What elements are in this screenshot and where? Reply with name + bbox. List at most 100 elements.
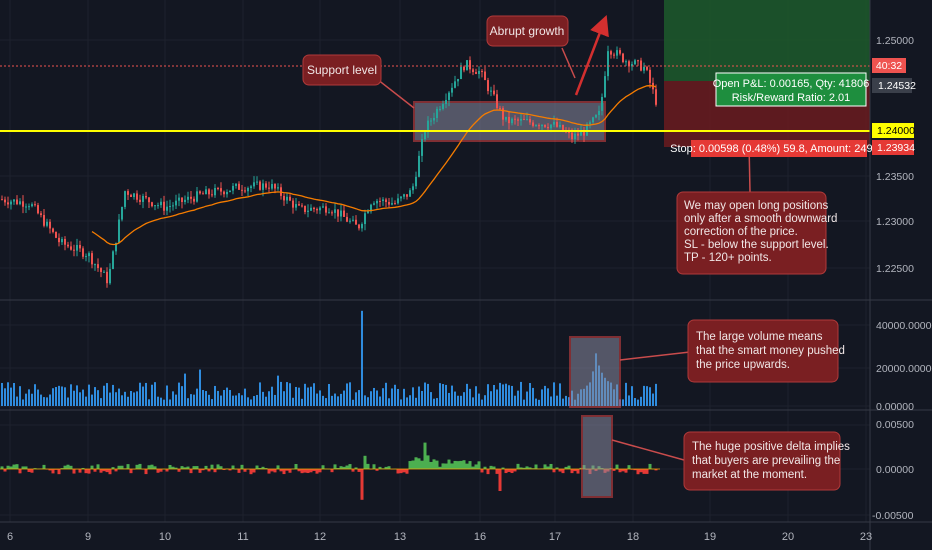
delta-bar [507, 469, 511, 472]
delta-bar [561, 469, 565, 474]
volume-bar [46, 397, 48, 406]
delta-bar [570, 469, 574, 474]
volume-bar [634, 398, 636, 406]
candle-body [10, 201, 12, 205]
candle-body [559, 124, 561, 127]
candle-body [484, 71, 486, 81]
stop-text: Stop: 0.00598 (0.48%) 59.8, Amount: 249.… [670, 143, 888, 155]
delta-note-line-2: that buyers are prevailing the [692, 455, 840, 467]
candle-body [94, 264, 96, 266]
last-price-text: 1.24532 [878, 80, 916, 92]
volume-bar [514, 395, 516, 406]
candle-body [157, 205, 159, 207]
delta-bar [84, 469, 88, 474]
delta-bar [129, 469, 133, 474]
delta-bar [447, 459, 451, 469]
candle-body [64, 238, 66, 245]
candle-body [388, 202, 390, 205]
candle-body [370, 204, 372, 212]
candle-body [547, 126, 549, 129]
volume-bar [535, 398, 537, 406]
delta-bar [156, 469, 160, 473]
candle-body [118, 219, 120, 243]
candle-body [304, 205, 306, 212]
candle-body [424, 132, 426, 140]
delta-tick-neg: -0.00500 [872, 510, 914, 522]
delta-bar [363, 455, 367, 469]
candle-body [4, 199, 6, 203]
candle-body [316, 209, 318, 211]
volume-bar [214, 385, 216, 406]
volume-bar [253, 396, 255, 406]
volume-bar [130, 391, 132, 406]
delta-bar [180, 466, 184, 469]
price-tick-125000: 1.25000 [876, 35, 914, 47]
volume-bar [100, 398, 102, 406]
moving-average-layer [91, 85, 657, 246]
candle-body [163, 201, 165, 211]
delta-bar [81, 467, 85, 469]
candle-body [346, 216, 348, 222]
delta-bar [174, 467, 178, 469]
support-price-badge [872, 123, 914, 138]
candle-body [262, 183, 264, 190]
candle-body [52, 228, 54, 232]
candle-body [499, 108, 501, 110]
strategy-line-4: SL - below the support level. [684, 239, 829, 251]
delta-bar [201, 469, 205, 471]
volume-bar [475, 386, 477, 406]
delta-bar [423, 442, 427, 469]
candle-body [298, 204, 300, 206]
delta-bar [288, 469, 292, 473]
candle-body [502, 108, 504, 120]
candle-body [340, 210, 342, 217]
delta-bar [93, 469, 97, 472]
volume-bar [40, 394, 42, 406]
volume-bar [388, 398, 390, 406]
moving-average-line [91, 85, 657, 246]
delta-bar [243, 469, 247, 472]
volume-bar [529, 383, 531, 406]
candle-body [253, 182, 255, 187]
volume-bar [223, 390, 225, 406]
volume-bar [646, 386, 648, 406]
volume-bar [343, 390, 345, 406]
volume-bar [448, 392, 450, 406]
delta-bar [333, 464, 337, 469]
delta-bar [462, 460, 466, 469]
volume-note-line-2: that the smart money pushed [696, 345, 845, 357]
volume-bar [628, 395, 630, 406]
candle-body [25, 206, 27, 208]
delta-axis: 0.00500 0.00000 -0.00500 [872, 419, 914, 522]
volume-bar [337, 396, 339, 406]
delta-bar [564, 466, 568, 469]
candle-body [460, 66, 462, 80]
delta-bar [411, 460, 415, 469]
volume-bar [436, 398, 438, 406]
delta-bar [252, 469, 256, 473]
volume-bar [190, 394, 192, 406]
volume-bar [217, 390, 219, 406]
delta-bar [99, 469, 103, 473]
delta-bar [558, 469, 562, 472]
delta-bar [87, 469, 91, 474]
volume-tick-0: 0.00000 [876, 401, 914, 413]
candle-body [454, 81, 456, 88]
volume-bar [544, 385, 546, 406]
candle-body [289, 196, 291, 201]
delta-bar [303, 469, 307, 473]
volume-bar [304, 383, 306, 406]
delta-bar [276, 465, 280, 469]
volume-bar [172, 391, 174, 406]
candle-body [238, 183, 240, 190]
volume-bar [460, 395, 462, 406]
growth-arrow [574, 14, 609, 96]
delta-bar [315, 469, 319, 474]
volume-bar [238, 393, 240, 406]
volume-bar [322, 395, 324, 406]
volume-bar [58, 385, 60, 406]
candle-body [244, 190, 246, 192]
volume-bar [358, 390, 360, 406]
volume-bar [118, 388, 120, 406]
volume-bar [643, 385, 645, 406]
